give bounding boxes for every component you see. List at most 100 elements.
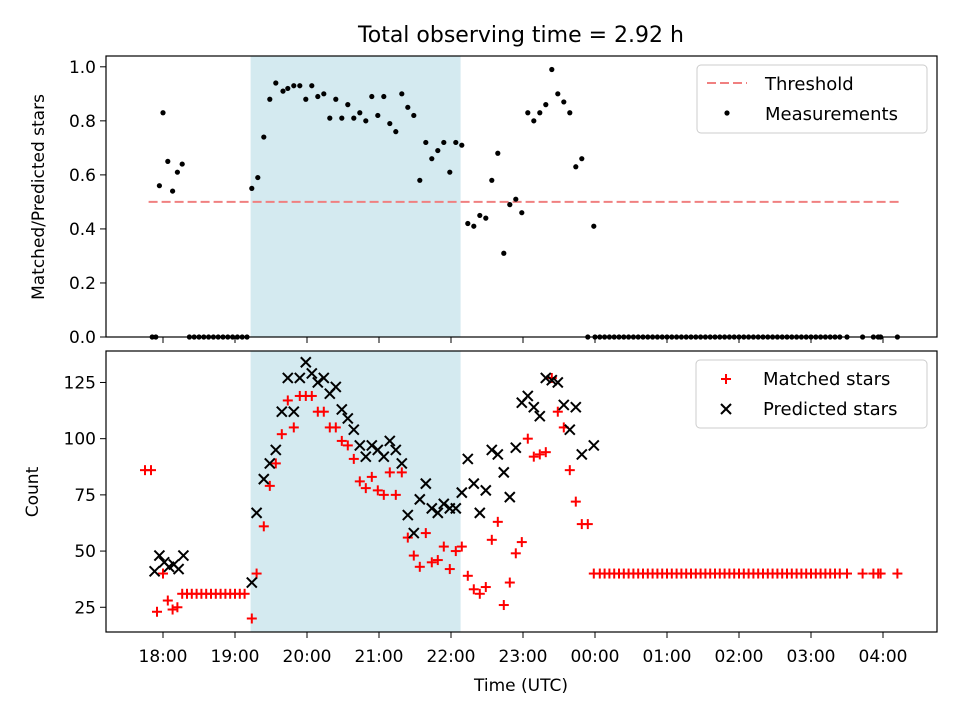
matched-star-point xyxy=(842,568,852,579)
predicted-star-point xyxy=(264,457,276,470)
x-axis: 18:00 19:00 20:00 21:00 22:00 23:00 00:00 01:00… xyxy=(139,337,908,667)
predicted-star-point xyxy=(414,493,426,506)
predicted-star-point xyxy=(306,367,318,380)
counts-series xyxy=(140,356,903,624)
predicted-star-point xyxy=(564,423,576,436)
legend-predicted-label: Predicted stars xyxy=(763,399,897,420)
measurement-point xyxy=(561,99,567,105)
predicted-star-point xyxy=(384,435,396,447)
matched-star-point xyxy=(426,557,437,568)
predicted-star-point xyxy=(288,405,300,418)
matched-star-point xyxy=(468,584,479,595)
measurement-point xyxy=(375,112,381,119)
predicted-star-point xyxy=(510,441,522,454)
predicted-star-point xyxy=(450,502,462,515)
measurement-point xyxy=(156,183,162,189)
matched-star-point xyxy=(239,588,250,599)
observing-window-shade-lower xyxy=(250,351,461,632)
observing-window-shade xyxy=(250,56,461,337)
predicted-star-point xyxy=(552,376,564,389)
measurement-point xyxy=(537,110,543,116)
predicted-star-point xyxy=(390,444,402,456)
counts-ytick-label: 50 xyxy=(74,542,96,562)
measurement-point xyxy=(471,223,477,229)
predicted-star-point xyxy=(468,477,480,490)
matched-star-point xyxy=(402,532,413,543)
predicted-star-point xyxy=(492,448,504,461)
matched-star-point xyxy=(258,521,269,532)
measurement-point xyxy=(285,85,291,92)
measurement-point xyxy=(573,164,579,170)
x-axis-label: Time (UTC) xyxy=(473,676,568,696)
measurement-point xyxy=(477,212,483,219)
ratio-ytick-label: 0.2 xyxy=(69,274,96,294)
matched-star-point xyxy=(162,595,173,606)
measurement-point xyxy=(567,110,573,116)
matched-star-point xyxy=(480,582,491,593)
measurement-point xyxy=(333,96,339,102)
ratio-legend: Threshold Measurements xyxy=(696,64,928,134)
counts-frame xyxy=(105,350,938,633)
matched-star-point xyxy=(342,440,353,451)
legend-measurements-label: Measurements xyxy=(765,104,898,125)
xtick-label: 20:00 xyxy=(283,647,332,667)
matched-star-point xyxy=(282,395,293,406)
predicted-star-point xyxy=(540,372,552,384)
measurement-point xyxy=(429,156,435,162)
legend-predicted-swatch xyxy=(720,403,732,415)
measurement-point xyxy=(489,177,495,183)
matched-star-point xyxy=(270,458,281,469)
matched-star-point xyxy=(288,422,299,433)
counts-ytick-label: 75 xyxy=(74,486,96,506)
matched-star-point xyxy=(540,447,551,458)
matched-star-point xyxy=(306,390,317,401)
measurement-point xyxy=(165,158,171,164)
ratio-ytick-label: 0.8 xyxy=(69,112,96,132)
matched-star-point xyxy=(354,476,365,487)
counts-legend: Matched stars Predicted stars xyxy=(695,359,928,429)
predicted-star-point xyxy=(498,466,510,479)
measurement-point xyxy=(513,196,519,202)
measurement-point xyxy=(297,83,303,89)
matched-star-point xyxy=(378,489,389,500)
matched-star-point xyxy=(534,449,545,460)
measurement-point xyxy=(417,177,423,183)
ratio-ytick-label: 1.0 xyxy=(69,58,96,78)
matched-star-point xyxy=(892,568,903,579)
measurement-point xyxy=(315,93,321,100)
matched-star-point xyxy=(390,489,401,500)
measurement-point xyxy=(465,220,471,227)
matched-star-point xyxy=(152,606,162,617)
measurement-point xyxy=(435,147,441,154)
xtick-label: 21:00 xyxy=(355,647,404,667)
ratio-legend-box xyxy=(696,64,928,134)
measurement-point xyxy=(579,156,585,162)
measurement-point xyxy=(507,202,513,208)
measurement-point xyxy=(459,142,465,148)
matched-star-point xyxy=(330,422,341,433)
measurement-point xyxy=(280,88,286,94)
predicted-star-point xyxy=(348,423,360,436)
measurement-point xyxy=(321,91,327,97)
matched-star-point xyxy=(384,467,395,478)
measurement-point xyxy=(411,112,417,119)
counts-legend-box xyxy=(695,359,928,429)
counts-ytick-label: 25 xyxy=(74,598,96,618)
ratio-ytick-label: 0.4 xyxy=(69,220,96,240)
legend-matched-swatch xyxy=(721,374,731,384)
xtick-label: 01:00 xyxy=(643,647,692,667)
measurement-point xyxy=(531,118,537,124)
matched-star-point xyxy=(372,485,383,496)
matched-star-point xyxy=(450,546,461,557)
measurement-point xyxy=(273,80,279,86)
predicted-star-point xyxy=(408,527,420,539)
measurement-point xyxy=(345,102,351,108)
matched-star-point xyxy=(582,519,593,530)
matched-star-point xyxy=(522,433,533,444)
measurement-point xyxy=(381,93,387,100)
predicted-star-point xyxy=(480,484,492,497)
predicted-star-point xyxy=(300,356,312,368)
predicted-star-point xyxy=(342,412,354,425)
measurement-point xyxy=(267,96,273,102)
predicted-star-point xyxy=(378,450,390,463)
